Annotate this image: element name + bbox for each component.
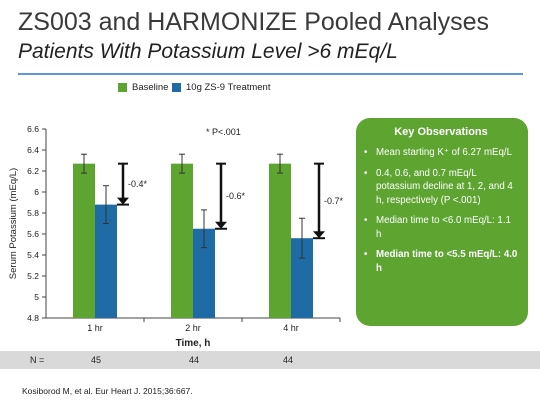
observation-text: Median time to <6.0 mEq/L: 1.1 h [376,215,511,240]
bar-baseline [171,163,193,318]
observation-text: 0.4, 0.6, and 0.7 mEq/L potassium declin… [376,167,513,206]
bar-treatment [291,238,313,318]
slide-title: ZS003 and HARMONIZE Pooled Analyses [18,8,490,36]
legend-swatch-baseline [118,83,127,92]
sample-size-row: N = 45 44 44 [0,351,540,369]
y-tick-label: 4.8 [27,313,39,323]
x-tick-label: 2 hr [185,323,201,333]
slide-subtitle: Patients With Potassium Level >6 mEq/L [18,40,398,63]
observation-item: • 0.4, 0.6, and 0.7 mEq/L potassium decli… [364,167,518,208]
observation-text: Mean starting K⁺ of 6.27 mEq/L [376,147,512,158]
sample-size-1hr: 45 [90,355,101,365]
observation-item: • Median time to <5.5 mEq/L: 4.0 h [364,248,518,275]
y-axis-label: Serum Potassium (mEq/L) [8,168,19,279]
change-label: -0.4* [128,179,148,189]
x-tick-label: 4 hr [283,323,299,333]
bullet-icon: • [364,167,368,179]
legend-label-baseline: Baseline [132,82,169,93]
change-arrow-head [117,197,129,205]
bar-treatment [193,228,215,318]
y-tick-label: 5.6 [27,229,39,239]
bullet-icon: • [364,215,368,226]
chart-legend: Baseline 10g ZS-9 Treatment [0,80,540,98]
legend-label-treatment: 10g ZS-9 Treatment [186,82,271,93]
legend-swatch-treatment [172,83,181,92]
y-tick-label: 6.2 [27,166,39,176]
bar-treatment [95,204,117,318]
bar-chart: 4.8 5 5.2 5.4 5.6 5.8 6 6.2 6.4 6.6 Serum Potassiu… [8,124,344,349]
key-observations-box: Key Observations • Mean starting K⁺ of 6.… [356,118,528,326]
change-arrow-head [215,221,227,229]
observation-item: • Median time to <6.0 mEq/L: 1.1 h [364,214,518,241]
sample-size-2hr: 44 [188,355,199,365]
bullet-icon: • [364,249,368,260]
pvalue-note: * P<.001 [206,127,241,137]
key-observations-list: • Mean starting K⁺ of 6.27 mEq/L • 0.4, 0.… [364,146,518,275]
y-tick-label: 6 [34,187,39,197]
observation-text: Median time to <5.5 mEq/L: 4.0 h [376,249,518,274]
change-label: -0.6* [226,191,246,201]
key-observations-title: Key Observations [394,126,488,138]
change-arrow-head [313,231,325,239]
bar-baseline [269,163,291,318]
y-tick-label: 5.8 [27,208,39,218]
y-tick-label: 6.6 [27,124,39,134]
x-axis-label: Time, h [176,338,211,349]
y-tick-label: 6.4 [27,145,39,155]
y-tick-label: 5.2 [27,271,39,281]
y-tick-label: 5.4 [27,250,39,260]
legend-item-treatment: 10g ZS-9 Treatment [172,82,270,93]
y-tick-label: 5 [34,292,39,302]
bullet-icon: • [364,147,368,158]
sample-size-label: N = [30,355,45,365]
change-label: -0.7* [324,196,344,206]
observation-item: • Mean starting K⁺ of 6.27 mEq/L [364,146,518,160]
legend-item-baseline: Baseline [118,82,168,93]
sample-size-4hr: 44 [282,355,293,365]
x-tick-label: 1 hr [87,323,103,333]
title-divider [18,73,523,75]
citation: Kosiborod M, et al. Eur Heart J. 2015;36… [22,386,193,396]
bar-baseline [73,163,95,318]
